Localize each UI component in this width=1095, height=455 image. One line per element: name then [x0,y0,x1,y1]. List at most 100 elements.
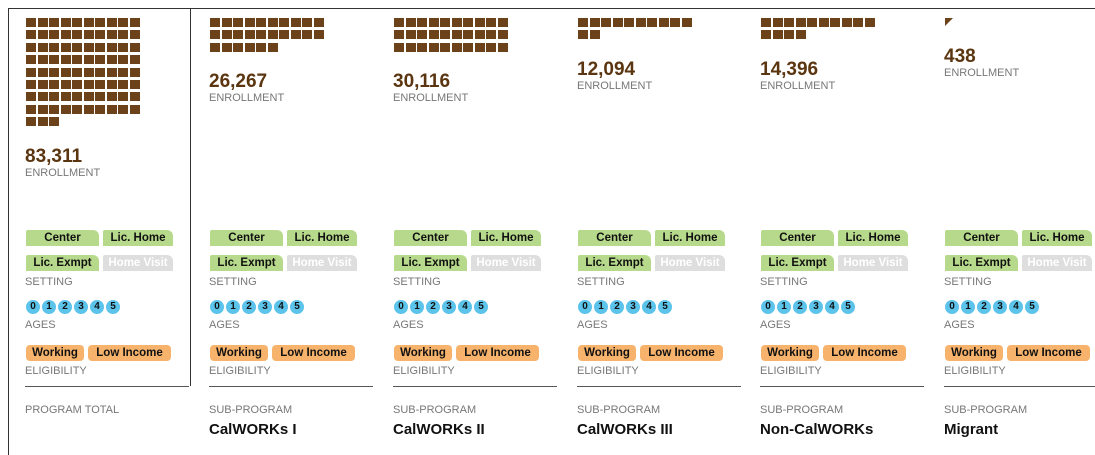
waffle-square [761,18,771,27]
waffle-square [60,67,71,77]
age-badge: 5 [841,300,855,314]
waffle-square [106,42,117,52]
age-badge: 0 [761,300,775,314]
waffle-square [49,55,59,65]
enrollment-caption: ENROLLMENT [577,79,653,92]
eligibility-caption: ELIGIBILITY [577,365,639,377]
waffle-square [95,30,105,40]
setting-tag: Center [945,230,1018,246]
setting-caption: SETTING [944,276,992,288]
waffle-square [83,67,94,77]
waffle-square [129,18,140,27]
waffle-square [267,18,278,27]
age-badge: 5 [106,300,120,314]
waffle-square [129,55,140,65]
age-badge: 5 [1025,300,1039,314]
waffle-square [129,92,140,102]
waffle-square [106,92,117,102]
setting-tag: Lic. Exmpt [26,255,99,271]
waffle-square [428,42,439,52]
waffle-square [37,104,48,114]
waffle-square [601,18,611,27]
eligibility-tag: Working [578,345,636,361]
enrollment-caption: ENROLLMENT [393,92,469,105]
setting-tag: Home Visit [655,255,725,271]
ages-caption: AGES [25,319,56,331]
waffle-square [221,30,232,40]
waffle-square [681,18,692,27]
waffle-square [60,55,71,65]
waffle-square [210,30,220,40]
waffle-square [451,30,462,40]
setting-tag: Lic. Exmpt [394,255,467,271]
waffle-square [60,104,71,114]
waffle-square [210,42,220,52]
waffle-square [106,55,117,65]
waffle-square [451,42,462,52]
setting-tag: Lic. Exmpt [578,255,651,271]
eligibility-tag: Low Income [272,345,355,361]
waffle-square [394,42,404,52]
waffle-square [417,18,427,27]
waffle-square [474,18,485,27]
eligibility-caption: ELIGIBILITY [944,365,1006,377]
enrollment-number: 438 [944,46,976,68]
waffle-square [37,55,48,65]
setting-tag: Home Visit [471,255,541,271]
waffle-square [302,18,312,27]
eligibility-caption: ELIGIBILITY [393,365,455,377]
program-name: CalWORKs II [393,421,485,438]
waffle-square [784,30,794,40]
divider-rule [577,386,741,387]
waffle-square [290,30,301,40]
waffle-square [26,55,36,65]
waffle-square [72,80,82,89]
waffle-square [37,92,48,102]
ages-caption: AGES [760,319,791,331]
waffle-square [428,18,439,27]
waffle-square [647,18,657,27]
age-badge: 2 [977,300,991,314]
age-badge: 4 [274,300,288,314]
enrollment-number: 12,094 [577,58,636,80]
waffle-square [72,18,82,27]
setting-tag: Center [210,230,283,246]
waffle-square [417,30,427,40]
waffle-square [49,117,59,127]
waffle-square [72,42,82,52]
program-name: CalWORKs III [577,421,673,438]
divider-rule [944,386,1095,387]
waffle-square [302,30,312,40]
waffle-square [83,30,94,40]
waffle-square [106,30,117,40]
waffle-square [474,42,485,52]
eligibility-tag: Working [210,345,268,361]
ages-caption: AGES [577,319,608,331]
eligibility-tag: Low Income [640,345,723,361]
waffle-square [394,30,404,40]
age-badge: 1 [777,300,791,314]
waffle-square [405,30,416,40]
age-badge: 3 [993,300,1007,314]
setting-tag: Center [761,230,834,246]
eligibility-tag: Working [394,345,452,361]
age-badge: 4 [90,300,104,314]
enrollment-number: 30,116 [393,71,451,93]
waffle-square [233,42,243,52]
enrollment-number: 14,396 [760,58,819,80]
waffle-square [589,18,600,27]
setting-tag: Home Visit [1022,255,1092,271]
waffle-square [440,18,450,27]
setting-tag: Lic. Home [103,230,173,246]
eligibility-caption: ELIGIBILITY [760,365,822,377]
age-badge: 3 [626,300,640,314]
age-badge: 0 [945,300,959,314]
waffle-square [221,18,232,27]
waffle-square [118,104,128,114]
waffle-square [37,117,48,127]
waffle-square [578,18,588,27]
waffle-square [463,18,473,27]
eligibility-tag: Low Income [823,345,906,361]
program-kind: PROGRAM TOTAL [25,404,120,416]
ages-caption: AGES [209,319,240,331]
